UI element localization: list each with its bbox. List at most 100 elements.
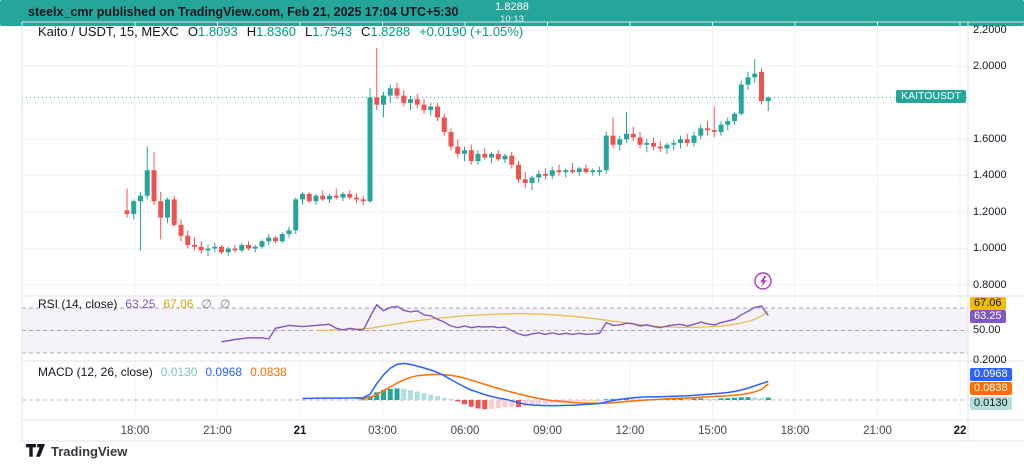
macd-histogram-bar [745, 397, 751, 400]
macd-histogram-bar [718, 398, 724, 400]
candle-body [684, 139, 690, 143]
candle-body [138, 195, 143, 202]
macd-signal-line [356, 373, 769, 405]
candle-body [718, 124, 724, 132]
candle-body [759, 71, 764, 102]
macd-legend[interactable]: MACD (12, 26, close) 0.0130 0.0968 0.083… [38, 365, 287, 379]
candle-body [347, 193, 353, 198]
candle-body [225, 248, 231, 253]
candle-body [441, 117, 447, 132]
macd-title: MACD (12, 26, close) [38, 365, 153, 379]
macd-histogram-bar [502, 400, 508, 408]
candle-body [279, 234, 285, 242]
candle-body [711, 130, 717, 132]
macd-histogram-value: 0.0130 [160, 365, 198, 379]
candle-body [765, 97, 771, 102]
last-price: 1.8288 [495, 1, 529, 13]
price-tick-label: 1.0000 [973, 242, 1007, 255]
macd-histogram-bar [543, 400, 548, 404]
candle-body [367, 97, 373, 202]
macd-histogram-bar [678, 398, 683, 400]
macd-histogram-badge: 0.0130 [970, 397, 1012, 410]
macd-line-value: 0.0968 [205, 365, 243, 379]
macd-histogram-bar [597, 400, 602, 401]
time-tick-label: 09:00 [533, 425, 562, 437]
macd-histogram-bar [536, 400, 542, 405]
rsi-value: 63.25 [125, 297, 156, 311]
candle-body [549, 170, 555, 176]
macd-histogram-bar [630, 398, 636, 400]
last-price-badge: 1.8288 10:13 [0, 0, 1024, 26]
candle-body [320, 195, 326, 200]
macd-histogram-bar [563, 400, 569, 402]
rsi-title: RSI (14, close) [38, 297, 118, 311]
macd-histogram-bar [522, 400, 528, 407]
candle-body [732, 113, 737, 122]
macd-histogram-bar [448, 399, 454, 401]
macd-histogram-bar [495, 400, 501, 409]
macd-histogram-bar [711, 398, 717, 400]
macd-histogram-bar [482, 400, 488, 410]
candle-body [300, 193, 305, 200]
macd-histogram-bar [570, 400, 575, 402]
macd-histogram-bar [360, 399, 366, 401]
candle-body [131, 201, 137, 214]
macd-histogram-bar [455, 400, 461, 402]
candle-body [489, 153, 494, 158]
time-tick-label: 22 [953, 425, 967, 437]
macd-histogram-bar [738, 397, 744, 400]
price-tick-label: 1.4000 [973, 169, 1007, 182]
macd-histogram-bar [590, 400, 596, 401]
time-tick-label: 12:00 [615, 425, 645, 437]
candle-body [738, 84, 744, 114]
symbol-price-line-badge: KAITOUSDT [896, 90, 966, 103]
candle-body [630, 133, 636, 138]
candle-body [374, 97, 380, 105]
rsi-legend[interactable]: RSI (14, close) 63.25 67.06 ∅ ∅ [38, 297, 230, 311]
macd-signal-badge: 0.0838 [970, 382, 1012, 395]
candle-body [576, 168, 582, 173]
candle-body [529, 177, 535, 183]
macd-histogram-bar [610, 398, 616, 400]
candle-body [232, 248, 238, 251]
candle-body [171, 199, 177, 225]
candle-body [543, 173, 548, 176]
candle-body [516, 164, 521, 180]
macd-histogram-bar [765, 397, 771, 400]
candle-body [502, 155, 508, 160]
macd-histogram-bar [684, 398, 690, 400]
candle-body [455, 146, 461, 154]
price-tick-label: 2.0000 [973, 59, 1007, 72]
candle-body [664, 144, 670, 149]
candle-body [536, 173, 542, 178]
time-tick-label: 03:00 [368, 425, 397, 437]
macd-histogram-bar [435, 396, 440, 400]
candle-body [570, 170, 575, 173]
candle-body [590, 170, 596, 173]
time-tick-label: 21:00 [203, 425, 232, 437]
time-tick-label: 21:00 [863, 425, 892, 437]
time-tick-label: 18:00 [780, 425, 810, 437]
price-scale[interactable]: KAITOUSDT 1.8288 10:13 67.06 63.25 50.00… [0, 0, 1024, 410]
rsi-ma-badge: 67.06 [970, 297, 1006, 310]
bar-countdown: 10:13 [500, 14, 524, 25]
candle-body [252, 246, 258, 249]
candle-body [327, 195, 332, 200]
price-tick-label: 1.2000 [973, 205, 1007, 218]
candle-body [219, 246, 224, 253]
macd-histogram-bar [691, 398, 697, 400]
symbol-legend[interactable]: Kaito / USDT, 15, MEXC O1.8093 H1.8360 L… [38, 24, 523, 39]
boost-button[interactable] [754, 272, 772, 290]
attribution-text: steelx_cmr published on TradingView.com,… [28, 5, 459, 19]
candle-body [522, 179, 528, 183]
tradingview-logo-icon [26, 444, 45, 457]
candle-body [198, 246, 204, 251]
tradingview-logo[interactable]: TradingView [26, 444, 127, 459]
candle-body [597, 170, 602, 173]
candle-body [239, 244, 245, 251]
candle-body [387, 88, 393, 96]
macd-line [302, 362, 769, 407]
candle-body [657, 146, 663, 149]
